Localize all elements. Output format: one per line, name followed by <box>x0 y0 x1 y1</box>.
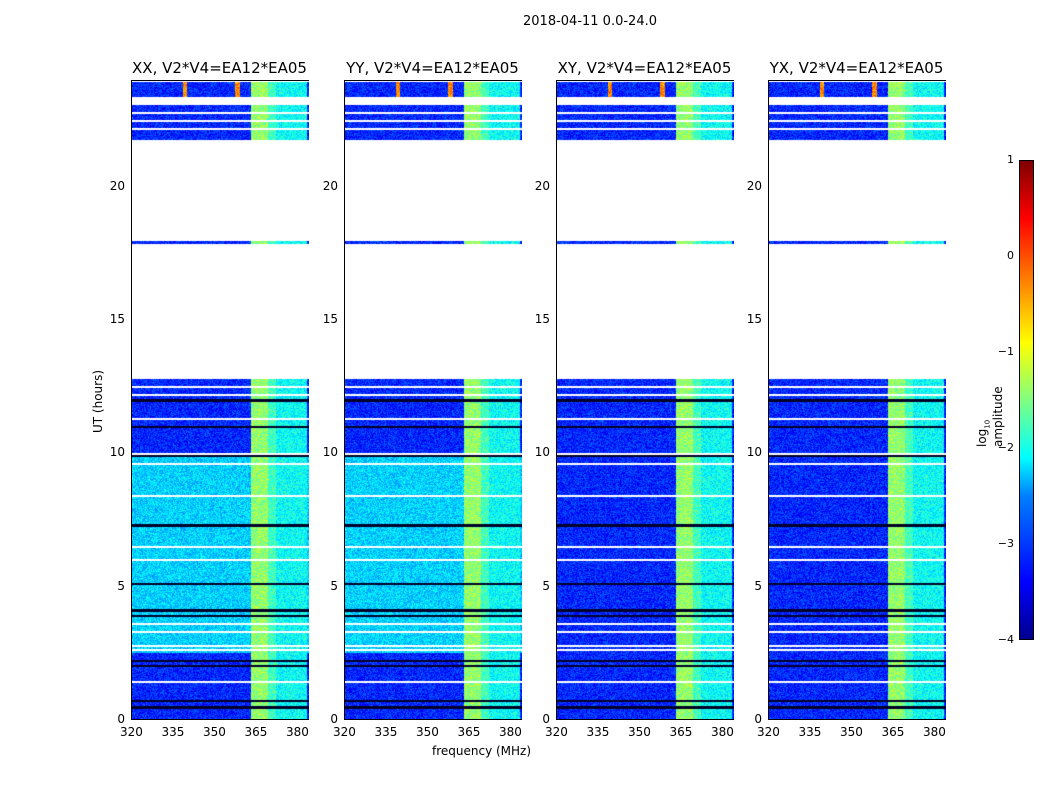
x-tick-label: 365 <box>457 725 481 739</box>
x-tick-label: 380 <box>285 725 309 739</box>
y-tick-label: 10 <box>322 445 338 460</box>
x-tick-label: 335 <box>374 725 398 739</box>
heatmap-panel <box>131 80 309 720</box>
colorbar-tick-label: −3 <box>997 537 1014 550</box>
figure-title: 2018-04-11 0.0-24.0 <box>523 14 657 29</box>
y-tick-label: 20 <box>534 178 550 193</box>
y-axis-label: UT (hours) <box>91 369 105 433</box>
y-tick-label: 20 <box>746 178 762 193</box>
y-tick-label: 15 <box>746 312 762 326</box>
colorbar-label-main: log <box>975 428 989 447</box>
colorbar-tick-label: 1 <box>1007 153 1014 166</box>
x-axis-label: frequency (MHz) <box>432 744 532 758</box>
x-tick-label: 380 <box>710 725 734 739</box>
x-tick-label: 350 <box>415 725 439 739</box>
heatmap-panel <box>556 80 734 720</box>
colorbar-tick-label: −2 <box>997 441 1014 454</box>
x-tick-label: 365 <box>881 725 905 739</box>
panel-title: YX, V2*V4=EA12*EA05 <box>769 59 944 77</box>
y-tick-label: 15 <box>109 312 125 326</box>
x-tick-label: 320 <box>545 725 568 739</box>
heatmap-image <box>769 81 946 719</box>
y-tick-label: 10 <box>109 445 125 460</box>
y-tick-label: 15 <box>322 312 338 326</box>
y-tick-label: 20 <box>109 178 125 193</box>
x-tick-label: 365 <box>244 725 268 739</box>
x-tick-label: 365 <box>669 725 693 739</box>
y-tick-label: 5 <box>330 578 338 593</box>
x-tick-label: 335 <box>161 725 185 739</box>
y-tick-label: 0 <box>754 712 762 726</box>
x-tick-label: 320 <box>120 725 143 739</box>
y-tick-label: 5 <box>117 578 125 593</box>
y-tick-label: 10 <box>534 445 550 460</box>
colorbar-tick-label: −4 <box>997 633 1014 646</box>
y-tick-label: 0 <box>117 712 125 726</box>
colorbar-label-sub: 10 <box>983 419 992 429</box>
heatmap-image <box>345 81 522 719</box>
y-tick-label: 15 <box>534 312 550 326</box>
heatmap-image <box>132 81 309 719</box>
colorbar-label-rest: amplitude <box>991 386 1006 447</box>
heatmap-panel <box>344 80 522 720</box>
colorbar <box>1019 160 1034 640</box>
colorbar-tick-label: −1 <box>997 345 1014 358</box>
y-tick-label: 0 <box>542 712 550 726</box>
x-tick-label: 335 <box>798 725 822 739</box>
heatmap-image <box>557 81 734 719</box>
x-tick-label: 320 <box>333 725 356 739</box>
heatmap-panel <box>768 80 946 720</box>
y-tick-label: 20 <box>322 178 338 193</box>
x-tick-label: 350 <box>839 725 863 739</box>
panel-title: XX, V2*V4=EA12*EA05 <box>132 59 307 77</box>
colorbar-label: log10 amplitude <box>975 372 1005 447</box>
y-tick-label: 5 <box>754 578 762 593</box>
y-tick-label: 0 <box>330 712 338 726</box>
panel-title: YY, V2*V4=EA12*EA05 <box>346 59 519 77</box>
x-tick-label: 335 <box>586 725 610 739</box>
x-tick-label: 380 <box>922 725 946 739</box>
panel-title: XY, V2*V4=EA12*EA05 <box>557 59 732 77</box>
x-tick-label: 320 <box>757 725 780 739</box>
y-tick-label: 10 <box>746 445 762 460</box>
x-tick-label: 380 <box>498 725 522 739</box>
x-tick-label: 350 <box>202 725 226 739</box>
x-tick-label: 350 <box>627 725 651 739</box>
colorbar-tick-label: 0 <box>1007 249 1014 262</box>
y-tick-label: 5 <box>542 578 550 593</box>
